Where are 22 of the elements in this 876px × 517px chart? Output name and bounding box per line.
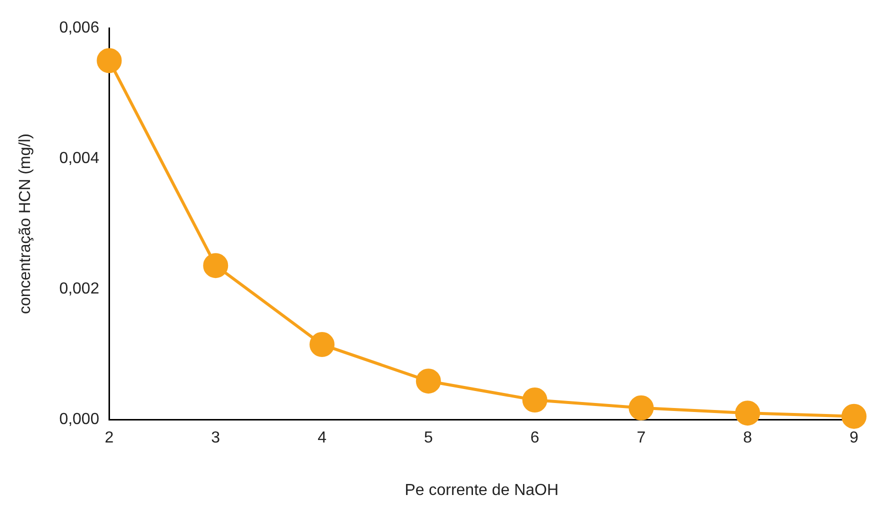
point — [842, 404, 866, 429]
x-tick-label: 4 — [318, 430, 327, 447]
point — [203, 253, 228, 278]
point — [310, 332, 335, 358]
y-tick-label: 0,002 — [59, 280, 100, 298]
x-axis-title: Pe corrente de NaOH — [404, 482, 559, 499]
x-tick-label: 9 — [850, 430, 859, 447]
point — [735, 400, 760, 426]
x-tick-label: 2 — [104, 430, 114, 447]
y-tick-label: 0,004 — [59, 150, 100, 167]
point — [628, 395, 654, 420]
point — [96, 48, 122, 74]
x-tick-label: 6 — [530, 430, 540, 447]
point — [522, 388, 548, 413]
y-axis-title: concentração HCN (mg/l) — [17, 134, 34, 314]
x-tick-label: 5 — [424, 430, 433, 447]
x-tick-label: 8 — [743, 430, 752, 447]
point — [416, 368, 441, 394]
y-tick-label: 0,000 — [59, 411, 100, 428]
x-tick-label: 3 — [211, 430, 220, 447]
y-tick-label: 0,006 — [59, 19, 100, 36]
x-tick-label: 7 — [636, 430, 646, 447]
